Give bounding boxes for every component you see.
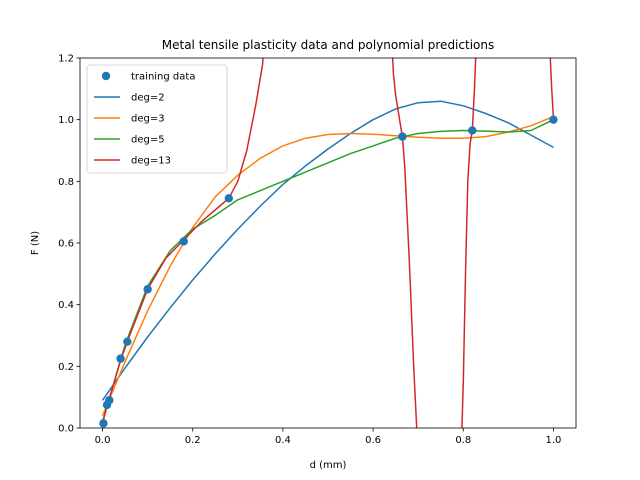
y-axis-label: F (N) xyxy=(30,231,41,255)
x-tick-label: 0.0 xyxy=(95,435,111,446)
legend-label: deg=2 xyxy=(131,93,165,104)
training-data-point xyxy=(116,354,125,363)
y-tick-label: 1.0 xyxy=(58,115,74,126)
x-tick-label: 0.2 xyxy=(185,435,201,446)
x-tick-label: 1.0 xyxy=(546,435,562,446)
series-line-deg-3 xyxy=(101,115,554,416)
training-data-point xyxy=(398,132,407,141)
legend-label: deg=13 xyxy=(131,156,171,167)
chart-title: Metal tensile plasticity data and polyno… xyxy=(162,38,494,52)
training-data-point xyxy=(105,396,114,405)
legend-box xyxy=(86,64,228,174)
legend-label: deg=5 xyxy=(131,135,165,146)
training-data-point xyxy=(143,285,152,294)
y-tick-label: 0.8 xyxy=(58,177,74,188)
training-data-point xyxy=(224,194,233,203)
x-tick-label: 0.8 xyxy=(455,435,471,446)
legend-label: training data xyxy=(131,72,195,83)
series-line-deg-13 xyxy=(101,58,555,428)
training-data-point xyxy=(468,126,477,135)
x-tick-label: 0.6 xyxy=(365,435,381,446)
legend: training data deg=2 deg=3 deg=5 deg=13 xyxy=(86,64,228,174)
y-tick-label: 0.2 xyxy=(58,362,74,373)
x-tick-label: 0.4 xyxy=(275,435,291,446)
x-axis-ticks: 0.0 0.2 0.4 0.6 0.8 1.0 xyxy=(95,428,562,446)
series-lines xyxy=(101,58,555,428)
training-data-point xyxy=(99,419,108,428)
legend-label: deg=3 xyxy=(131,114,165,125)
y-tick-label: 0.6 xyxy=(58,239,74,250)
legend-marker-training-data xyxy=(101,71,111,81)
y-tick-label: 1.2 xyxy=(58,54,74,65)
scatter-points xyxy=(99,115,558,428)
training-data-point xyxy=(549,115,558,124)
y-axis-ticks: 0.0 0.2 0.4 0.6 0.8 1.0 1.2 xyxy=(58,54,80,435)
y-tick-label: 0.0 xyxy=(58,424,74,435)
training-data-point xyxy=(179,237,188,246)
training-data-point xyxy=(123,337,132,346)
y-tick-label: 0.4 xyxy=(58,300,74,311)
series-line-deg-5 xyxy=(101,119,554,423)
series-line-deg-2 xyxy=(101,100,554,401)
x-axis-label: d (mm) xyxy=(310,460,347,471)
